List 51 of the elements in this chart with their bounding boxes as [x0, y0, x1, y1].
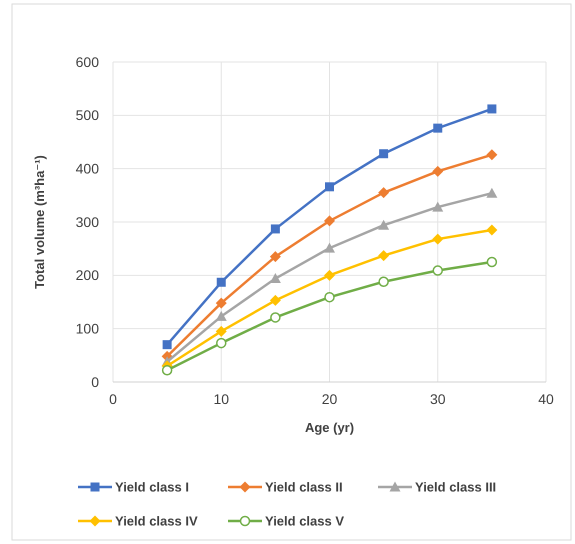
point — [216, 326, 227, 337]
legend-label: Yield class III — [415, 480, 496, 495]
y-tick-label: 100 — [76, 320, 100, 337]
point — [486, 256, 498, 268]
point — [270, 273, 281, 284]
point — [324, 270, 335, 281]
legend-label: Yield class V — [265, 514, 344, 529]
y-tick-label: 500 — [76, 107, 100, 124]
point — [433, 124, 442, 133]
x-axis-title: Age (yr) — [304, 420, 354, 435]
x-tick-label: 40 — [538, 391, 554, 407]
point — [378, 250, 390, 262]
legend-label: Yield class II — [265, 480, 343, 495]
point — [432, 265, 443, 276]
point — [324, 292, 335, 302]
point — [378, 276, 389, 287]
x-tick-label: 20 — [322, 391, 338, 407]
point — [270, 294, 281, 306]
point — [487, 104, 496, 114]
y-axis-title: Total volume (m³ha⁻¹) — [32, 155, 47, 289]
y-tick-label: 600 — [76, 54, 100, 70]
point — [325, 182, 334, 192]
x-tick-label: 30 — [430, 391, 446, 407]
y-tick-label: 200 — [76, 267, 100, 284]
legend-label: Yield class IV — [115, 514, 198, 529]
y-tick-label: 300 — [76, 214, 100, 230]
point — [432, 234, 444, 245]
point — [216, 298, 227, 309]
point — [270, 251, 281, 262]
y-tick-label: 0 — [91, 374, 100, 390]
point — [324, 215, 335, 226]
point — [486, 224, 498, 236]
x-tick-label: 10 — [213, 391, 230, 407]
y-tick-label: 400 — [76, 160, 100, 177]
point — [379, 149, 388, 158]
point — [162, 365, 172, 376]
point — [432, 202, 444, 212]
point — [378, 187, 390, 198]
x-tick-label: 0 — [109, 391, 118, 407]
point — [270, 312, 281, 323]
point — [324, 242, 335, 253]
point — [216, 338, 226, 348]
point — [432, 166, 444, 177]
point — [216, 310, 227, 321]
point — [162, 340, 172, 350]
point — [270, 224, 280, 234]
point — [486, 149, 498, 160]
point — [378, 220, 390, 230]
point — [486, 188, 498, 198]
point — [216, 278, 226, 287]
legend-label: Yield class I — [115, 480, 189, 495]
